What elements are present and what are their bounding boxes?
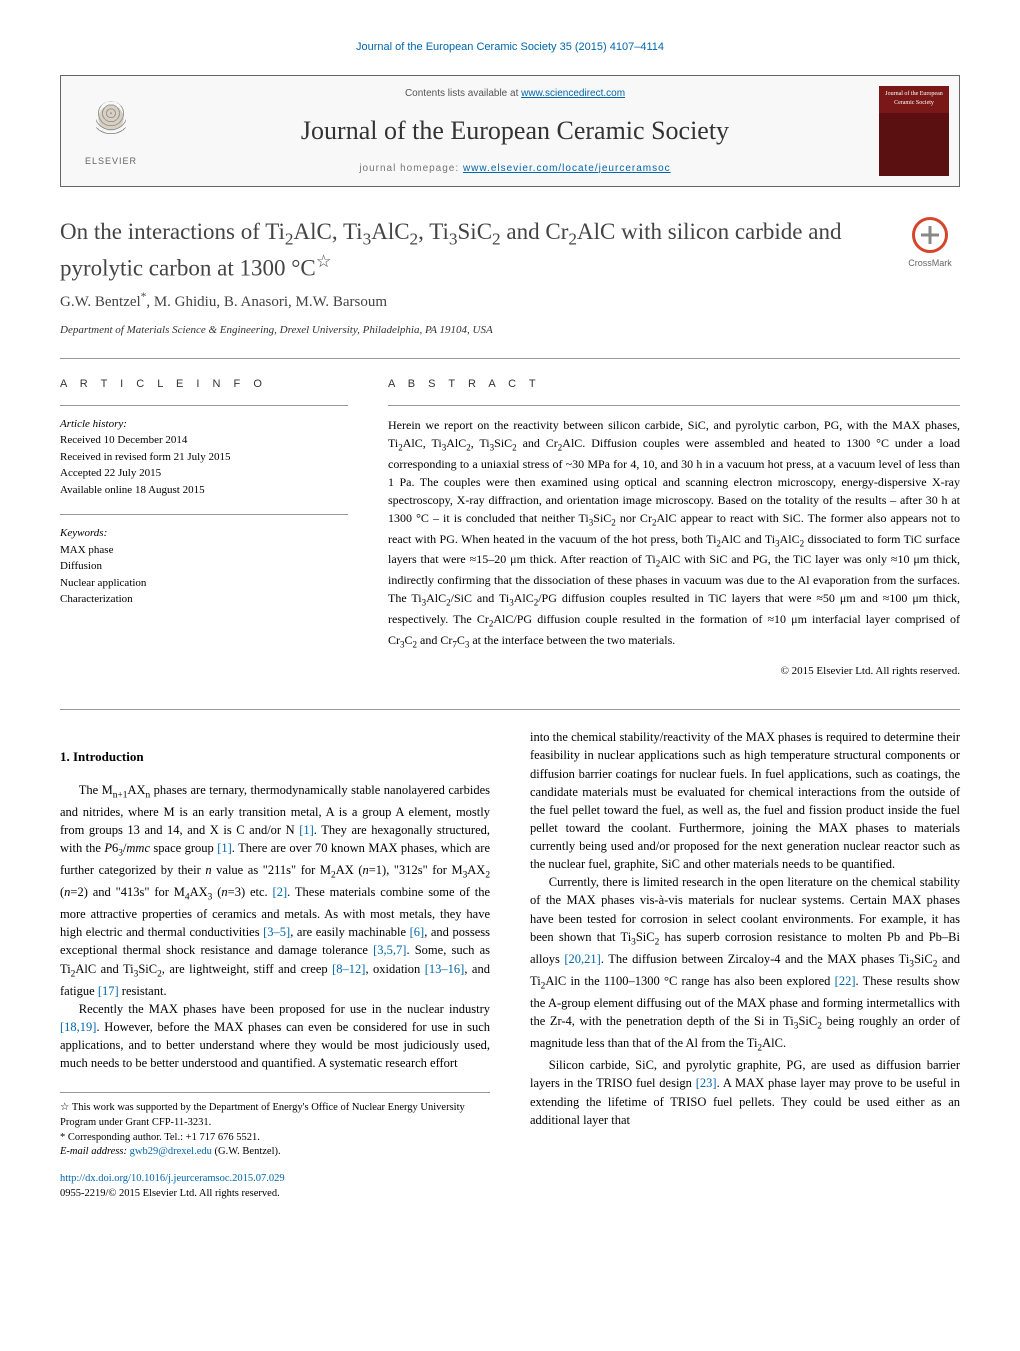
journal-header-box: ELSEVIER Contents lists available at www… [60, 75, 960, 187]
body-right-col: into the chemical stability/reactivity o… [530, 728, 960, 1201]
contents-prefix: Contents lists available at [405, 88, 521, 99]
issn-copyright: 0955-2219/© 2015 Elsevier Ltd. All right… [60, 1188, 280, 1199]
body-p4: Currently, there is limited research in … [530, 873, 960, 1056]
body-text-right: into the chemical stability/reactivity o… [530, 728, 960, 1128]
homepage-link[interactable]: www.elsevier.com/locate/jeurceramsoc [463, 163, 671, 174]
history-received: Received 10 December 2014 [60, 432, 348, 449]
keyword-item: MAX phase [60, 542, 348, 559]
article-history: Article history: Received 10 December 20… [60, 416, 348, 499]
keyword-item: Characterization [60, 591, 348, 608]
journal-title: Journal of the European Ceramic Society [151, 113, 879, 149]
elsevier-label: ELSEVIER [85, 155, 137, 168]
homepage-line: journal homepage: www.elsevier.com/locat… [151, 162, 879, 176]
body-left-col: 1. Introduction The Mn+1AXn phases are t… [60, 728, 490, 1201]
title-row: On the interactions of Ti2AlC, Ti3AlC2, … [60, 217, 960, 284]
body-columns: 1. Introduction The Mn+1AXn phases are t… [60, 728, 960, 1201]
crossmark-label: CrossMark [908, 257, 952, 270]
info-abstract-row: a r t i c l e i n f o Article history: R… [60, 377, 960, 679]
affiliation: Department of Materials Science & Engine… [60, 323, 960, 338]
keyword-item: Diffusion [60, 558, 348, 575]
journal-cover-thumbnail: Journal of the European Ceramic Society [879, 86, 949, 176]
section-1-title: 1. Introduction [60, 748, 490, 766]
email-suffix: (G.W. Bentzel). [212, 1146, 281, 1157]
keyword-item: Nuclear application [60, 575, 348, 592]
running-header: Journal of the European Ceramic Society … [60, 40, 960, 55]
crossmark-badge[interactable]: CrossMark [900, 217, 960, 277]
footnote-email: E-mail address: gwb29@drexel.edu (G.W. B… [60, 1145, 490, 1160]
body-text-left: The Mn+1AXn phases are ternary, thermody… [60, 781, 490, 1073]
history-online: Available online 18 August 2015 [60, 482, 348, 499]
contents-available-line: Contents lists available at www.scienced… [151, 87, 879, 101]
divider-bottom [60, 709, 960, 710]
crossmark-icon [912, 217, 948, 253]
elsevier-tree-icon [86, 96, 136, 151]
authors: G.W. Bentzel*, M. Ghidiu, B. Anasori, M.… [60, 290, 960, 313]
body-p3: into the chemical stability/reactivity o… [530, 728, 960, 873]
doi-block: http://dx.doi.org/10.1016/j.jeurceramsoc… [60, 1172, 490, 1201]
footnotes: ☆ This work was supported by the Departm… [60, 1092, 490, 1160]
body-p5: Silicon carbide, SiC, and pyrolytic grap… [530, 1056, 960, 1129]
abstract-text: Herein we report on the reactivity betwe… [388, 416, 960, 652]
keywords-block: Keywords: MAX phase Diffusion Nuclear ap… [60, 525, 348, 608]
history-title: Article history: [60, 416, 348, 433]
abstract-col: a b s t r a c t Herein we report on the … [388, 377, 960, 679]
elsevier-logo: ELSEVIER [71, 86, 151, 176]
article-info-col: a r t i c l e i n f o Article history: R… [60, 377, 348, 679]
article-title: On the interactions of Ti2AlC, Ti3AlC2, … [60, 217, 900, 284]
history-accepted: Accepted 22 July 2015 [60, 465, 348, 482]
email-label: E-mail address: [60, 1146, 130, 1157]
keywords-title: Keywords: [60, 525, 348, 542]
abstract-label: a b s t r a c t [388, 377, 960, 392]
divider-abstract [388, 405, 960, 406]
footnote-funding: ☆ This work was supported by the Departm… [60, 1101, 490, 1130]
footnote-corresponding: * Corresponding author. Tel.: +1 717 676… [60, 1131, 490, 1146]
abstract-copyright: © 2015 Elsevier Ltd. All rights reserved… [388, 664, 960, 679]
doi-link[interactable]: http://dx.doi.org/10.1016/j.jeurceramsoc… [60, 1173, 285, 1184]
header-center: Contents lists available at www.scienced… [151, 87, 879, 175]
divider-info [60, 405, 348, 406]
divider-top [60, 358, 960, 359]
homepage-prefix: journal homepage: [359, 163, 463, 174]
history-revised: Received in revised form 21 July 2015 [60, 449, 348, 466]
divider-keywords [60, 514, 348, 515]
body-p1: The Mn+1AXn phases are ternary, thermody… [60, 781, 490, 1000]
body-p2: Recently the MAX phases have been propos… [60, 1000, 490, 1073]
sciencedirect-link[interactable]: www.sciencedirect.com [521, 88, 625, 99]
article-info-label: a r t i c l e i n f o [60, 377, 348, 392]
email-link[interactable]: gwb29@drexel.edu [130, 1146, 212, 1157]
